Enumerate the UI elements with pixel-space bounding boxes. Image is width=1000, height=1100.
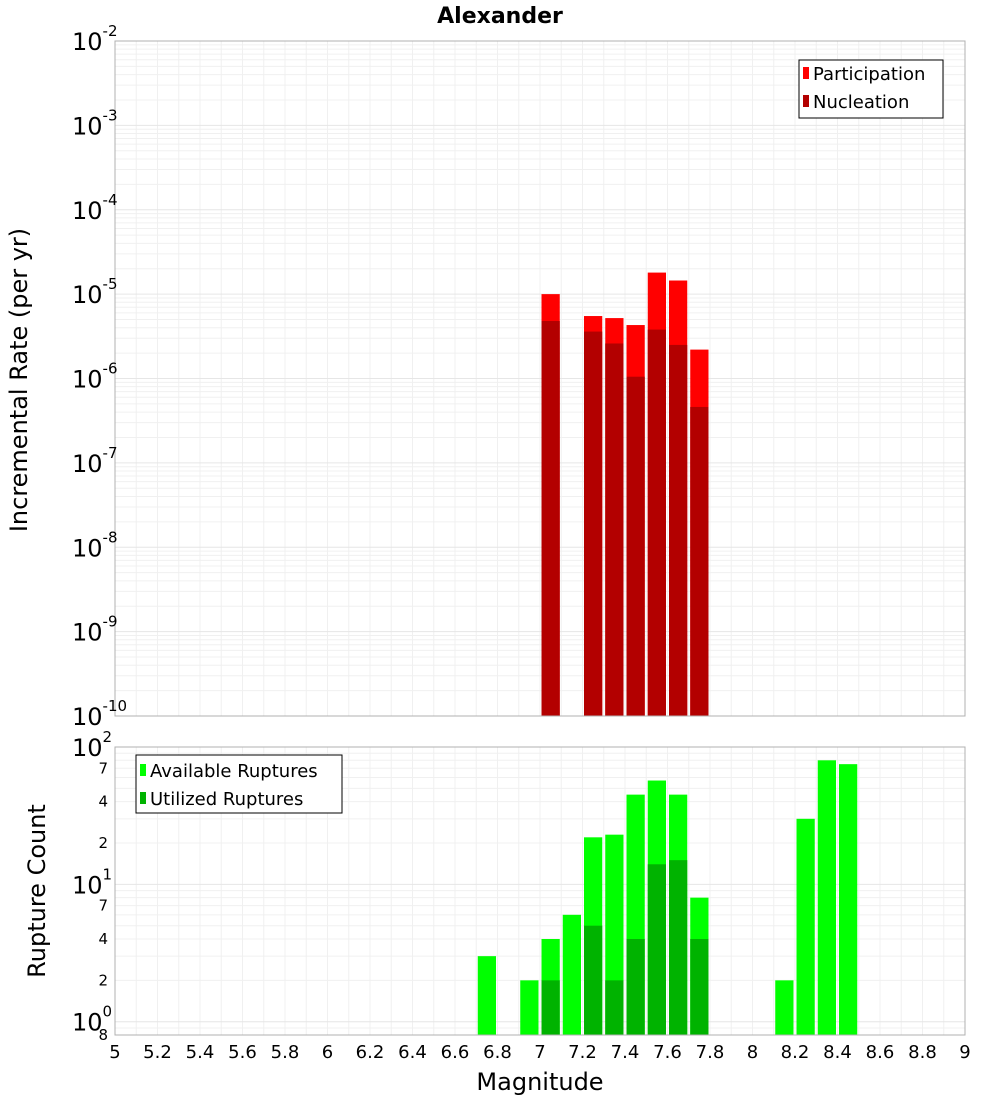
bottom-y-minor-tick-label: 4 <box>98 793 108 811</box>
bottom-y-minor-tick-label: 8 <box>98 1026 108 1044</box>
top-y-tick-label: 10-6 <box>72 360 118 394</box>
bottom-y-axis-ticks: 100 101 102 8 2 4 7 2 4 7 <box>72 728 112 1044</box>
x-tick-label: 7.2 <box>568 1042 597 1063</box>
top-y-axis-ticks: 10-10 10-9 10-8 10-7 10-6 10-5 10-4 10-3 10-2 <box>72 22 127 731</box>
x-tick-label: 8.8 <box>908 1042 937 1063</box>
top-plot-grid <box>114 40 966 717</box>
x-tick-label: 6.6 <box>441 1042 470 1063</box>
utilized-ruptures-bar <box>669 860 688 1035</box>
legend-label-participation: Participation <box>813 64 925 85</box>
x-tick-label: 7 <box>534 1042 545 1063</box>
top-y-tick-label: 10-5 <box>72 275 118 309</box>
x-tick-label: 6.2 <box>356 1042 385 1063</box>
bottom-y-minor-tick-label: 2 <box>98 971 108 989</box>
legend-swatch-participation <box>803 67 809 79</box>
utilized-ruptures-bar <box>584 925 603 1035</box>
bottom-y-minor-tick-label: 7 <box>98 897 108 915</box>
utilized-ruptures-bar <box>605 980 624 1035</box>
available-ruptures-bar <box>775 980 794 1035</box>
x-tick-label: 5.2 <box>143 1042 172 1063</box>
x-tick-label: 5.4 <box>186 1042 215 1063</box>
top-y-tick-label: 10-9 <box>72 613 118 647</box>
legend-label-available: Available Ruptures <box>150 761 318 782</box>
available-ruptures-bar <box>796 818 815 1035</box>
bottom-legend-box <box>135 754 343 814</box>
top-y-tick-label: 10-8 <box>72 528 118 562</box>
x-tick-label: 8 <box>747 1042 758 1063</box>
bottom-y-minor-tick-label: 4 <box>98 930 108 948</box>
legend-label-nucleation: Nucleation <box>813 92 909 113</box>
available-ruptures-bar <box>477 956 496 1035</box>
top-y-tick-label: 10-3 <box>72 106 118 140</box>
legend-label-utilized: Utilized Ruptures <box>150 789 303 810</box>
available-ruptures-bar <box>839 764 858 1035</box>
bottom-y-tick-label: 102 <box>72 728 112 762</box>
utilized-ruptures-bar <box>541 980 560 1035</box>
x-tick-label: 6.4 <box>398 1042 427 1063</box>
top-y-tick-label: 10-10 <box>72 697 127 731</box>
bottom-y-minor-tick-label: 7 <box>98 759 108 777</box>
x-axis-label: Magnitude <box>476 1068 603 1096</box>
x-tick-label: 6.8 <box>483 1042 512 1063</box>
x-tick-label: 6 <box>322 1042 333 1063</box>
top-legend-box <box>798 59 944 119</box>
x-tick-label: 5 <box>109 1042 120 1063</box>
nucleation-bar <box>647 329 666 716</box>
legend-swatch-available <box>140 764 146 776</box>
top-y-tick-label: 10-2 <box>72 22 118 56</box>
nucleation-bar <box>669 344 688 716</box>
top-plot-area <box>114 40 966 717</box>
x-tick-label: 7.6 <box>653 1042 682 1063</box>
legend-swatch-utilized <box>140 792 146 804</box>
top-legend: Participation Nucleation <box>798 59 944 119</box>
x-tick-label: 7.4 <box>611 1042 640 1063</box>
x-tick-label: 5.6 <box>228 1042 257 1063</box>
utilized-ruptures-bar <box>626 939 645 1035</box>
available-ruptures-bar <box>520 980 539 1035</box>
nucleation-bar <box>541 321 560 716</box>
bottom-legend: Available Ruptures Utilized Ruptures <box>135 754 343 814</box>
top-plot-bars <box>541 272 709 716</box>
nucleation-bar <box>605 343 624 716</box>
x-tick-label: 9 <box>959 1042 970 1063</box>
x-tick-label: 8.4 <box>823 1042 852 1063</box>
nucleation-bar <box>690 406 709 716</box>
available-ruptures-bar <box>817 760 836 1035</box>
bottom-y-minor-tick-label: 2 <box>98 834 108 852</box>
nucleation-bar <box>584 331 603 716</box>
legend-swatch-nucleation <box>803 95 809 107</box>
x-tick-label: 5.8 <box>271 1042 300 1063</box>
chart-title: Alexander <box>437 4 563 29</box>
x-axis-ticks: 5 5.2 5.4 5.6 5.8 6 6.2 6.4 6.6 6.8 7 7.2 7.4 7.6 7.8 8… <box>109 1042 970 1063</box>
x-tick-label: 8.2 <box>781 1042 810 1063</box>
top-y-tick-label: 10-7 <box>72 444 118 478</box>
available-ruptures-bar <box>562 914 581 1035</box>
bottom-y-tick-label: 100 <box>72 1003 112 1037</box>
utilized-ruptures-bar <box>647 864 666 1035</box>
bottom-y-tick-label: 101 <box>72 865 112 899</box>
x-tick-label: 8.6 <box>866 1042 895 1063</box>
nucleation-bar <box>626 376 645 716</box>
top-y-axis-label: Incremental Rate (per yr) <box>5 228 33 532</box>
x-tick-label: 7.8 <box>696 1042 725 1063</box>
bottom-y-axis-label: Rupture Count <box>23 804 51 978</box>
utilized-ruptures-bar <box>690 939 709 1035</box>
bottom-plot-area <box>114 746 966 1036</box>
bottom-plot-bars <box>477 760 858 1035</box>
top-y-tick-label: 10-4 <box>72 191 118 225</box>
